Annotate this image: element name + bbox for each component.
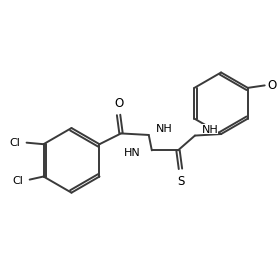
Text: HN: HN (123, 147, 140, 157)
Text: O: O (114, 97, 123, 110)
Text: O: O (267, 79, 276, 92)
Text: Cl: Cl (12, 176, 23, 185)
Text: NH: NH (202, 125, 219, 135)
Text: Cl: Cl (9, 137, 20, 148)
Text: NH: NH (155, 124, 172, 134)
Text: S: S (177, 175, 184, 188)
